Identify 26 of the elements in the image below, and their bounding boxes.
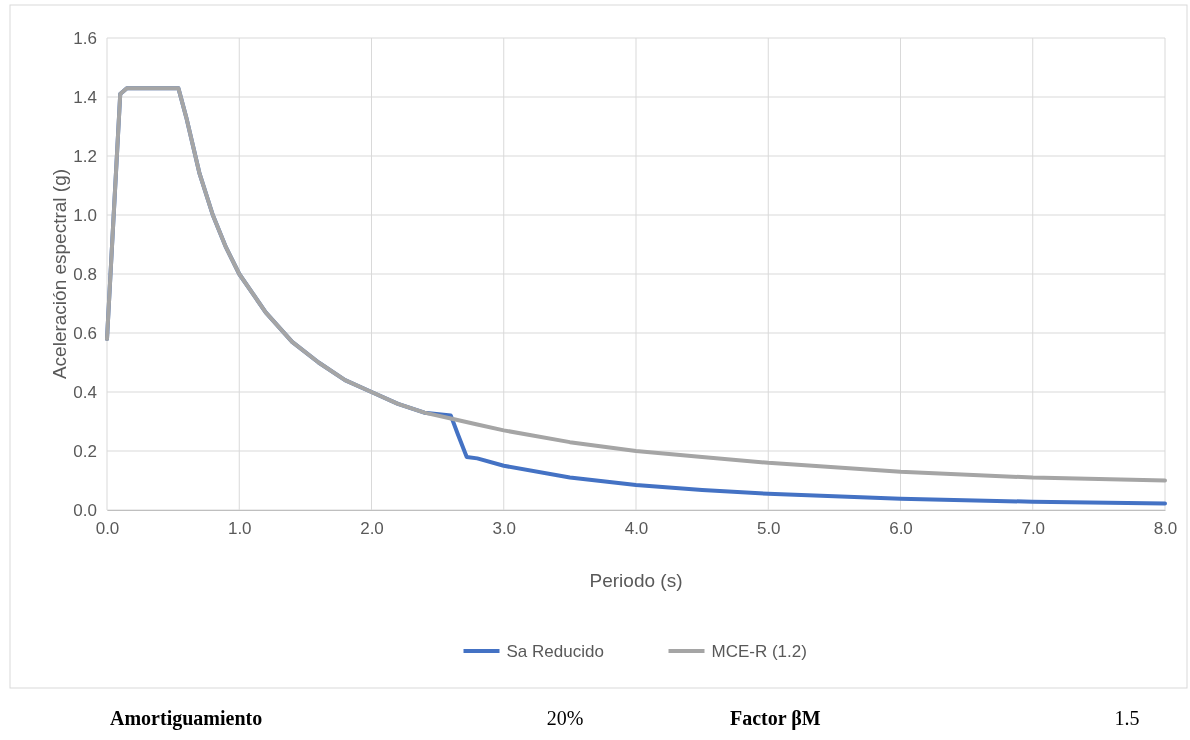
legend-label: Sa Reducido <box>506 642 604 661</box>
y-tick-label: 1.0 <box>73 205 97 225</box>
x-axis-title: Periodo (s) <box>589 570 683 591</box>
x-tick-label: 8.0 <box>1153 519 1178 539</box>
y-axis-title: Aceleración espectral (g) <box>49 168 70 380</box>
x-tick-label: 1.0 <box>227 519 252 539</box>
y-tick-label: 1.2 <box>73 146 97 166</box>
text: 1.5 <box>1114 707 1140 729</box>
y-tick-label: 1.6 <box>73 28 97 48</box>
text: Factor βM <box>730 707 821 730</box>
text: 20% <box>546 707 584 729</box>
y-tick-label: 0.8 <box>73 264 97 284</box>
y-tick-label: 0.4 <box>73 382 97 402</box>
x-tick-label: 7.0 <box>1021 519 1046 539</box>
legend-label: MCE-R (1.2) <box>711 642 807 661</box>
x-tick-label: 6.0 <box>889 519 913 539</box>
x-tick-label: 5.0 <box>756 519 781 539</box>
x-tick-label: 4.0 <box>624 519 649 539</box>
y-tick-label: 1.4 <box>73 87 97 107</box>
x-tick-label: 2.0 <box>360 519 384 539</box>
text: Amortiguamiento <box>110 707 263 730</box>
y-tick-label: 0.0 <box>73 500 97 520</box>
x-tick-label: 0.0 <box>95 519 120 539</box>
x-tick-label: 3.0 <box>492 519 517 539</box>
y-tick-label: 0.6 <box>73 323 97 343</box>
y-tick-label: 0.2 <box>73 441 97 461</box>
